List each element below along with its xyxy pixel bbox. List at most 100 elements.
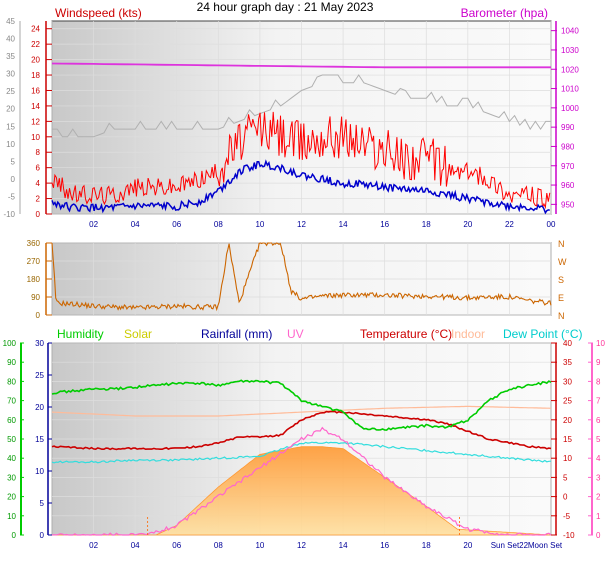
compass-label: W (558, 257, 567, 267)
direction-tick-label: 0 (36, 311, 41, 320)
compass-label: N (558, 239, 565, 249)
outer-tick-label: 40 (6, 35, 15, 44)
outer-tick-label: 30 (6, 70, 15, 79)
rain-tick-label: 0 (40, 531, 45, 540)
wind-tick-label: 22 (31, 40, 40, 49)
barometer-tick-label: 1040 (561, 27, 579, 36)
wind-x-tick-label: 12 (297, 220, 306, 229)
wind-panel-axes: 242220181614121086420454035302520151050-… (3, 17, 579, 229)
legend-solar: Solar (124, 327, 152, 341)
barometer-tick-label: 1030 (561, 46, 579, 55)
barometer-tick-label: 1020 (561, 65, 579, 74)
direction-panel-series (51, 242, 552, 312)
uv-tick-label: 7 (596, 397, 601, 406)
outer-tick-label: 20 (6, 105, 15, 114)
barometer-tick-label: 970 (561, 162, 575, 171)
uv-tick-label: 5 (596, 435, 601, 444)
series-indoor (51, 405, 552, 417)
wind-x-tick-label: 22 (505, 220, 514, 229)
outer-tick-label: 0 (11, 175, 16, 184)
wind-tick-label: 12 (31, 117, 40, 126)
rain-tick-label: 10 (35, 467, 44, 476)
wind-x-tick-label: 10 (255, 220, 264, 229)
rain-tick-label: 20 (35, 403, 44, 412)
wind-tick-label: 18 (31, 71, 40, 80)
wind-tick-label: 6 (36, 164, 41, 173)
climate-x-tick-label: Sun Set22 (491, 541, 529, 550)
uv-tick-label: 1 (596, 512, 601, 521)
outer-tick-label: -10 (3, 210, 15, 219)
wind-x-tick-label: 06 (172, 220, 181, 229)
wind-x-tick-label: 18 (422, 220, 431, 229)
barometer-tick-label: 1010 (561, 85, 579, 94)
climate-x-tick-label: 18 (422, 541, 431, 550)
direction-tick-label: 180 (27, 275, 41, 284)
climate-x-tick-label: 06 (172, 541, 181, 550)
uv-tick-label: 9 (596, 358, 601, 367)
outer-tick-label: -5 (8, 192, 16, 201)
wind-x-tick-label: 08 (214, 220, 223, 229)
barometer-axis-label: Barometer (hpa) (461, 6, 548, 20)
humidity-tick-label: 10 (7, 512, 16, 521)
series-temperature (51, 410, 552, 451)
wind-tick-label: 2 (36, 195, 41, 204)
rain-tick-label: 5 (40, 499, 45, 508)
temperature-tick-label: 10 (563, 454, 572, 463)
direction-tick-label: 270 (27, 257, 41, 266)
uv-tick-label: 8 (596, 377, 601, 386)
direction-tick-label: 360 (27, 239, 41, 248)
outer-tick-label: 35 (6, 52, 15, 61)
climate-x-tick-label: 16 (380, 541, 389, 550)
climate-panel-axes: 1009080706050403020100302520151050403530… (3, 339, 606, 550)
humidity-tick-label: 90 (7, 358, 16, 367)
climate-x-tick-label: Moon Set (528, 541, 563, 550)
temperature-tick-label: 20 (563, 416, 572, 425)
rain-tick-label: 15 (35, 435, 44, 444)
climate-x-tick-label: 10 (255, 541, 264, 550)
compass-label: E (558, 293, 564, 303)
climate-x-tick-label: 04 (131, 541, 140, 550)
climate-x-tick-label: 20 (463, 541, 472, 550)
legend-temperature-c: Temperature (°C) (360, 327, 452, 341)
direction-tick-label: 90 (31, 293, 40, 302)
uv-tick-label: 10 (596, 339, 605, 348)
outer-tick-label: 5 (11, 157, 16, 166)
wind-tick-label: 16 (31, 86, 40, 95)
direction-panel-grid (51, 242, 552, 316)
humidity-tick-label: 80 (7, 377, 16, 386)
rain-tick-label: 25 (35, 371, 44, 380)
uv-tick-label: 2 (596, 493, 601, 502)
climate-legend: Humidity Solar Rainfall (mm) UV Temperature … (57, 327, 582, 341)
legend-dew-point-c: Dew Point (°C) (503, 327, 582, 341)
climate-x-tick-label: 08 (214, 541, 223, 550)
legend-humidity: Humidity (57, 327, 104, 341)
wind-tick-label: 14 (31, 102, 40, 111)
outer-tick-label: 25 (6, 87, 15, 96)
uv-tick-label: 0 (596, 531, 601, 540)
humidity-tick-label: 50 (7, 435, 16, 444)
barometer-tick-label: 1000 (561, 104, 579, 113)
barometer-tick-label: 950 (561, 200, 575, 209)
humidity-tick-label: 20 (7, 493, 16, 502)
legend-rainfall-mm: Rainfall (mm) (201, 327, 272, 341)
humidity-tick-label: 60 (7, 416, 16, 425)
wind-x-tick-label: 16 (380, 220, 389, 229)
outer-tick-label: 45 (6, 17, 15, 26)
wind-tick-label: 0 (36, 210, 41, 219)
page-title: 24 hour graph day : 21 May 2023 (197, 0, 374, 14)
wind-x-tick-label: 04 (131, 220, 140, 229)
barometer-tick-label: 990 (561, 123, 575, 132)
series-barometer (51, 62, 551, 69)
outer-tick-label: 15 (6, 122, 15, 131)
climate-x-tick-label: 12 (297, 541, 306, 550)
series-humidity (51, 379, 552, 431)
temperature-tick-label: 0 (563, 493, 568, 502)
wind-tick-label: 8 (36, 148, 41, 157)
climate-x-tick-label: 14 (339, 541, 348, 550)
wind-x-tick-label: 14 (339, 220, 348, 229)
temperature-tick-label: -10 (563, 531, 575, 540)
legend-uv: UV (287, 327, 304, 341)
wind-x-tick-label: 00 (547, 220, 556, 229)
climate-x-tick-label: 02 (89, 541, 98, 550)
